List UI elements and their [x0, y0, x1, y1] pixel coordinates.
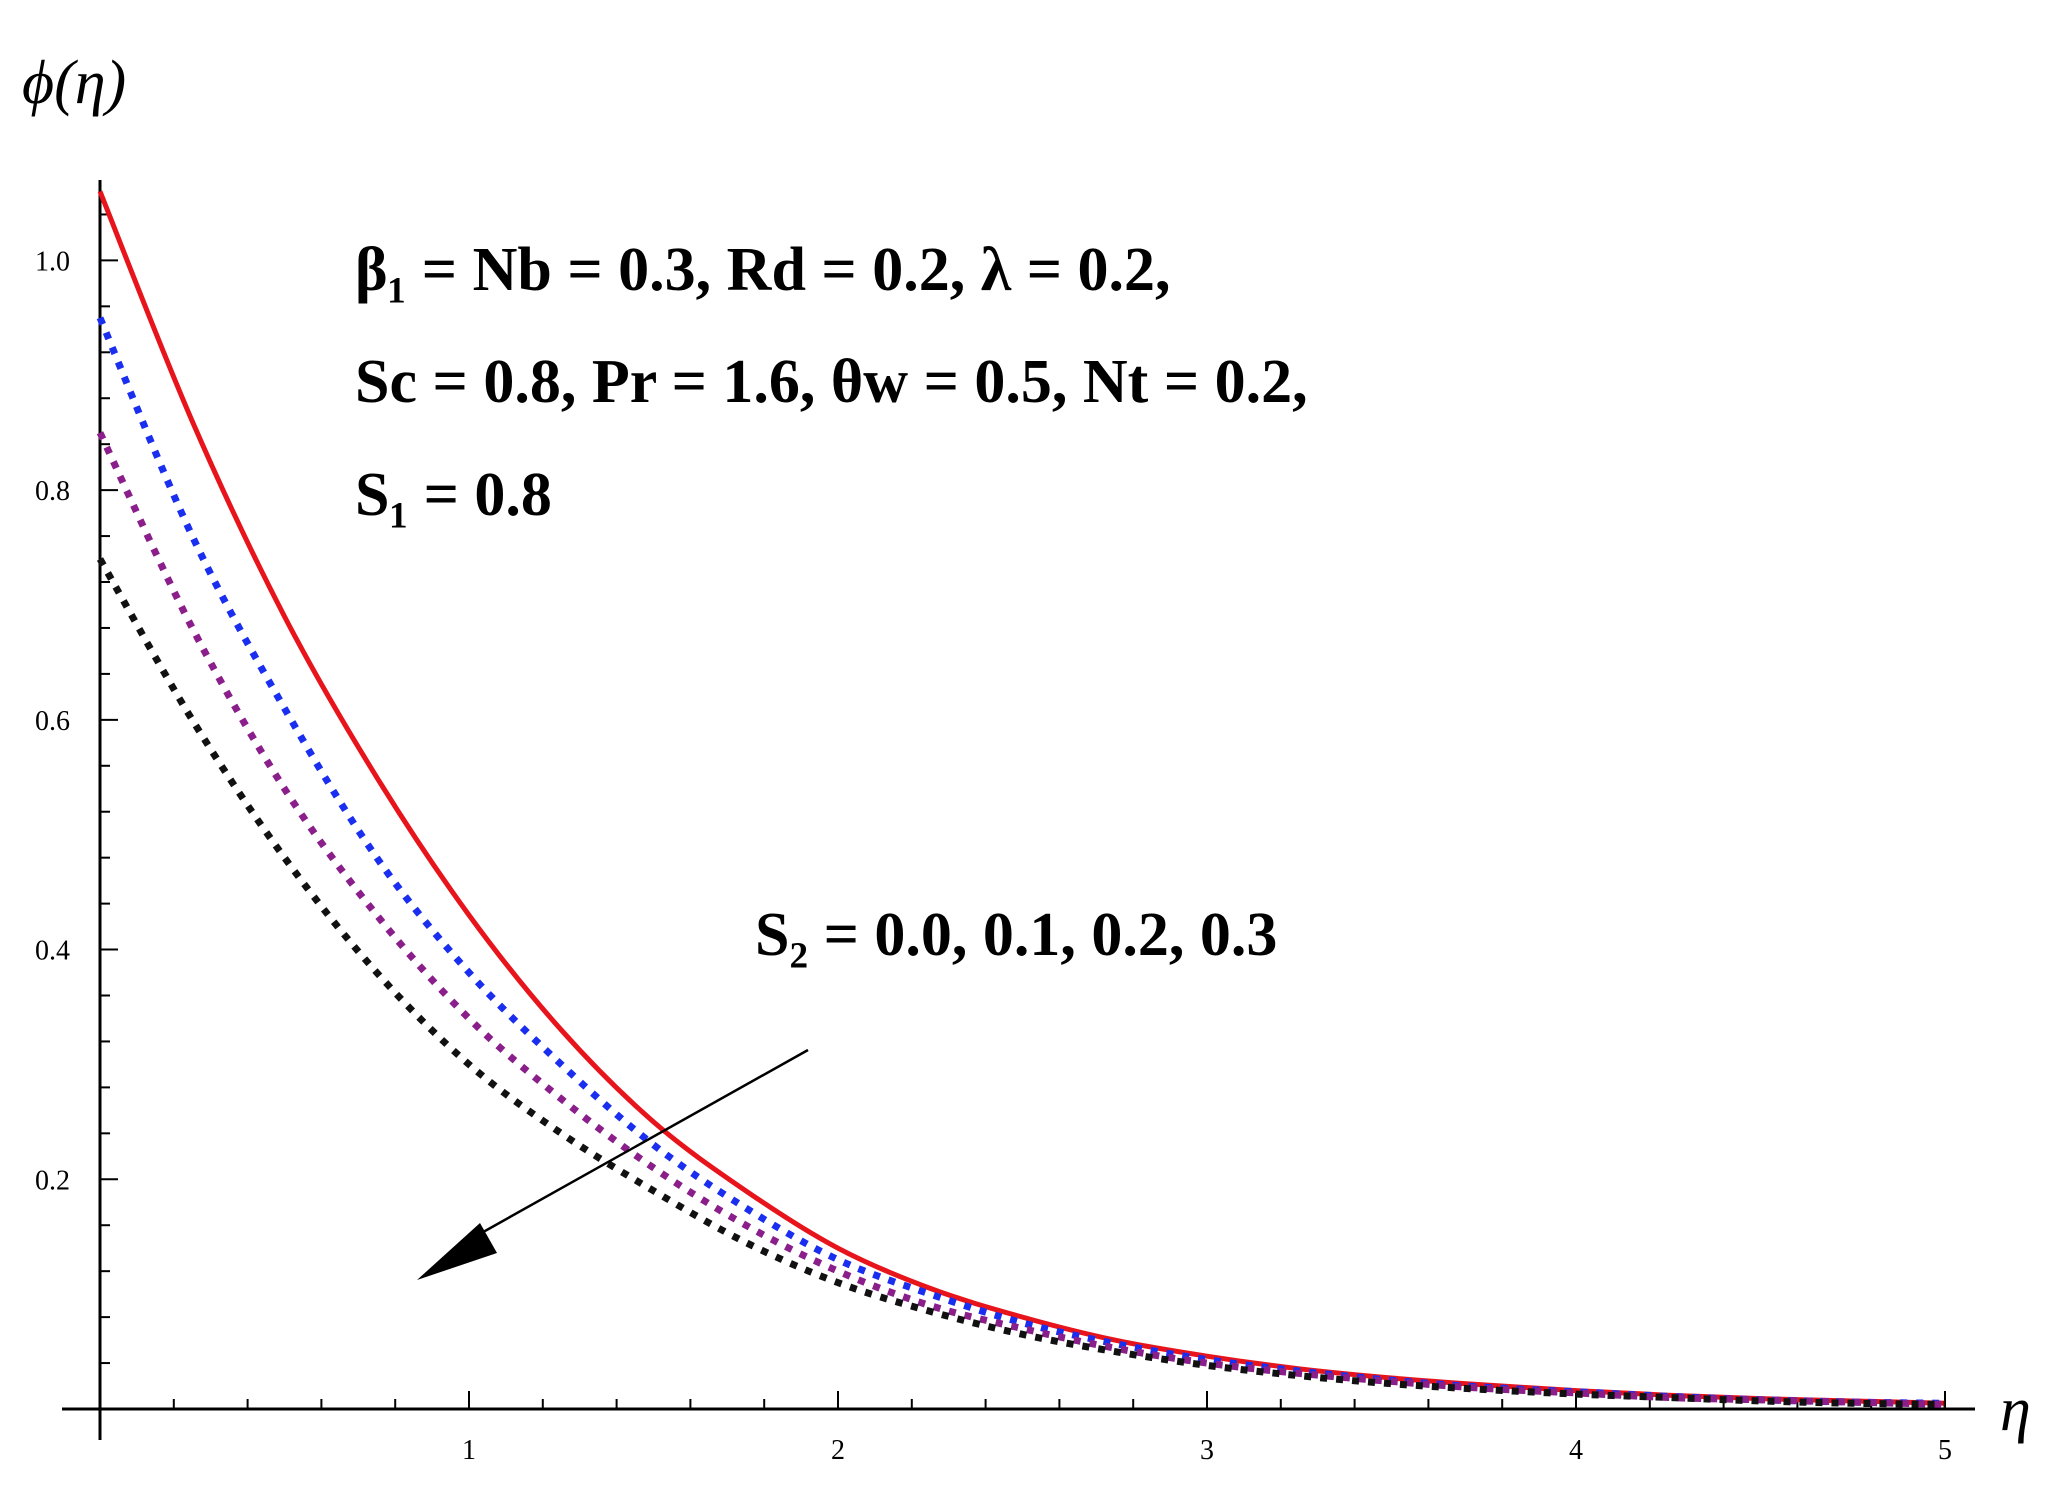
tick-labels: 1 2 3 4 5 0.2 0.4 0.6 0.8 1.0 [35, 246, 1952, 1466]
y-tick-label: 0.6 [35, 706, 70, 737]
trend-arrow-shaft [459, 1048, 809, 1247]
trend-label: S₂ = 0.0, 0.1, 0.2, 0.3 [755, 901, 1277, 969]
axes [62, 180, 1975, 1440]
series-line-3 [96, 431, 1946, 1408]
minor-ticks [100, 213, 1946, 1409]
trend-arrow [417, 1048, 809, 1280]
params-line-1: β₁ = Nb = 0.3, Rd = 0.2, λ = 0.2, [355, 236, 1171, 304]
x-tick-label: 2 [831, 1435, 845, 1466]
series-line-4 [96, 557, 1946, 1408]
trend-arrow-head [417, 1223, 497, 1280]
x-axis-title: η [2000, 1376, 2031, 1444]
y-tick-label: 0.2 [35, 1165, 70, 1196]
y-tick-label: 1.0 [35, 246, 70, 277]
y-tick-label: 0.8 [35, 476, 70, 507]
y-tick-label: 0.4 [35, 936, 70, 967]
params-line-3: S₁ = 0.8 [355, 461, 552, 529]
parameter-annotation: β₁ = Nb = 0.3, Rd = 0.2, λ = 0.2, Sc = 0… [355, 236, 1308, 529]
series-line-2 [96, 316, 1946, 1407]
params-line-2: Sc = 0.8, Pr = 1.6, θw = 0.5, Nt = 0.2, [355, 348, 1308, 416]
x-tick-label: 3 [1200, 1435, 1214, 1466]
y-axis-title: ϕ(η) [22, 49, 126, 117]
x-tick-label: 5 [1938, 1435, 1952, 1466]
series-group [96, 190, 1946, 1408]
x-tick-label: 4 [1569, 1435, 1583, 1466]
x-tick-label: 1 [462, 1435, 476, 1466]
